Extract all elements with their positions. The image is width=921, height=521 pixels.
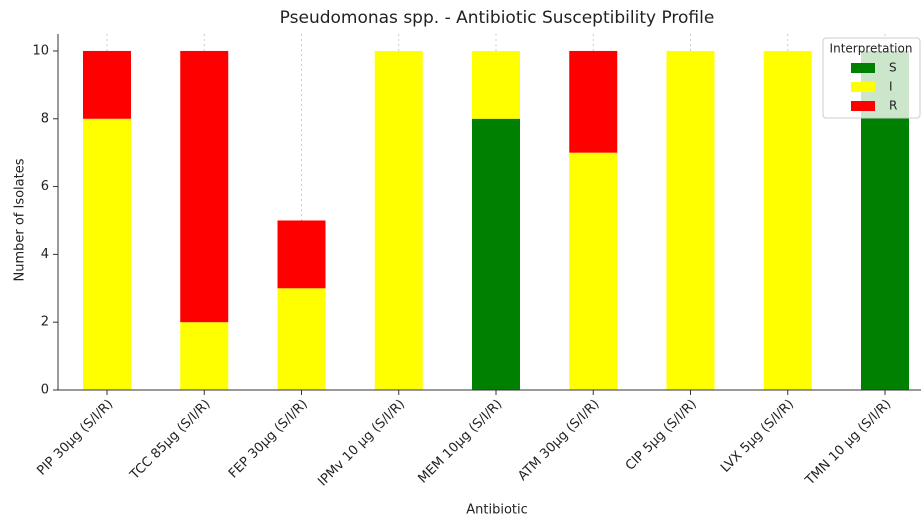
y-tick-label: 0 [41, 383, 49, 398]
bar-segment [180, 50, 229, 323]
legend-title: Interpretation [830, 42, 913, 56]
bar-segment [472, 118, 520, 390]
chart-title: Pseudomonas spp. - Antibiotic Susceptibi… [280, 8, 715, 28]
bar-segment [374, 50, 423, 390]
x-tick-label: ATM 30µg (S/I/R) [515, 397, 602, 484]
x-tick-label: TCC 85µg (S/I/R) [127, 397, 214, 484]
bar-segment [83, 118, 131, 390]
x-tick-label: FEP 30µg (S/I/R) [226, 397, 311, 482]
x-tick-label: LVX 5µg (S/I/R) [718, 397, 797, 476]
bar-segment [569, 50, 618, 153]
bar-segment [666, 50, 715, 390]
y-tick-label: 8 [41, 111, 49, 126]
bar-segment [763, 50, 812, 390]
bar-segment [277, 220, 326, 289]
x-tick-label: TMN 10 µg (S/I/R) [802, 397, 894, 489]
x-tick-label: CIP 5µg (S/I/R) [623, 397, 700, 474]
bar-segment [472, 50, 520, 119]
y-tick-label: 4 [41, 247, 49, 262]
legend-swatch [851, 101, 875, 111]
x-tick-label: IPMv 10 µg (S/I/R) [315, 397, 408, 490]
x-tick-label: MEM 10µg (S/I/R) [416, 397, 506, 487]
y-tick-label: 10 [32, 43, 49, 58]
bar-segment [180, 322, 229, 390]
y-axis-label: Number of Isolates [13, 158, 28, 281]
legend-label: I [889, 80, 893, 94]
legend-label: S [889, 61, 897, 75]
x-axis-label: Antibiotic [466, 503, 528, 518]
bar-segment [83, 50, 131, 119]
legend-swatch [851, 63, 875, 73]
y-tick-label: 2 [41, 315, 49, 330]
legend-swatch [851, 82, 875, 92]
bar-segment [277, 288, 326, 390]
legend-label: R [889, 99, 897, 113]
legend-box [822, 37, 921, 119]
x-tick-label: PIP 30µg (S/I/R) [34, 397, 116, 479]
y-tick-label: 6 [41, 179, 49, 194]
bar-segment [569, 152, 618, 390]
